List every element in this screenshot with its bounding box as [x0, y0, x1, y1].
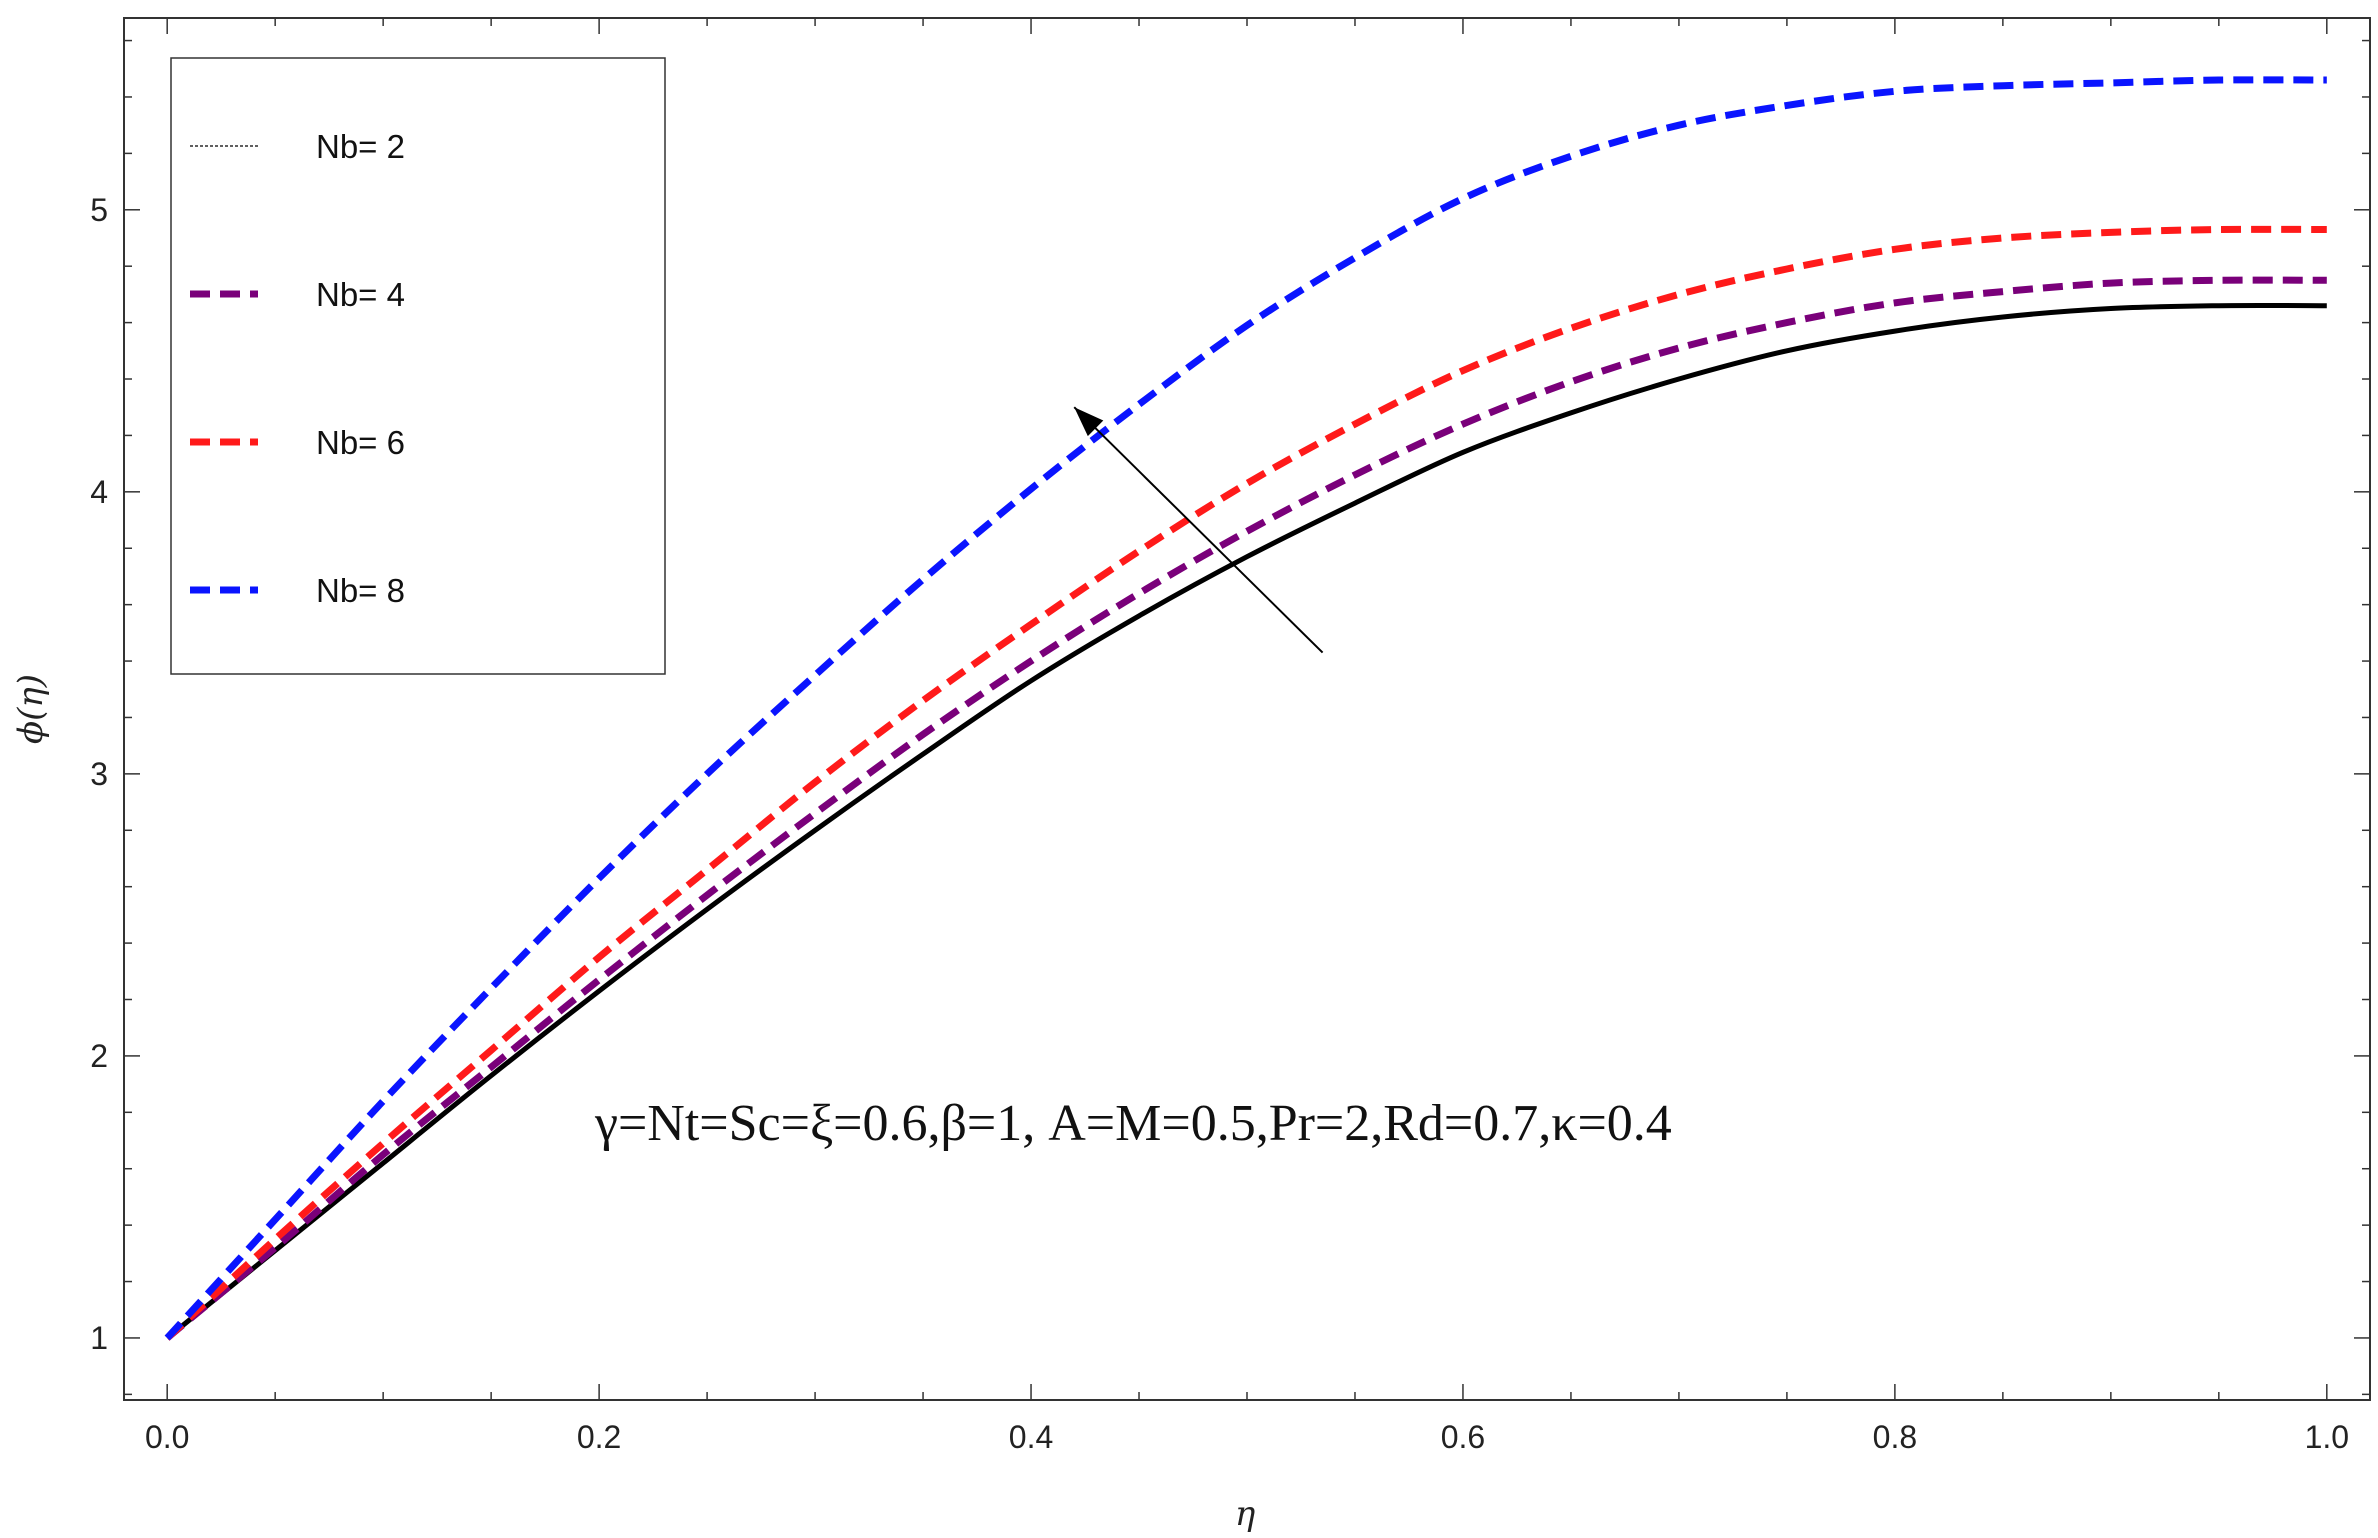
legend-box: [170, 57, 666, 675]
y-tick-label: 5: [90, 192, 108, 228]
x-tick-label: 0.4: [1009, 1419, 1053, 1455]
y-tick-label: 3: [90, 756, 108, 792]
arrow-head: [1074, 407, 1104, 437]
x-tick-label: 0.8: [1873, 1419, 1917, 1455]
legend-label-4: Nb= 8: [316, 572, 405, 609]
y-axis-label: ϕ(η): [11, 674, 51, 744]
series-line-3: [164, 225, 2327, 1341]
x-tick-label: 1.0: [2305, 1419, 2349, 1455]
parameter-annotation: γ=Nt=Sc=ξ=0.6,β=1, A=M=0.5,Pr=2,Rd=0.7,κ…: [594, 1095, 1672, 1152]
x-tick-label: 0.0: [145, 1419, 189, 1455]
legend-label-2: Nb= 4: [316, 276, 405, 313]
y-tick-label: 2: [90, 1038, 108, 1074]
series-line-1: [165, 302, 2327, 1340]
x-tick-label: 0.2: [577, 1419, 621, 1455]
legend: Nb= 2 Nb= 4 Nb= 6 Nb= 8: [170, 57, 666, 675]
legend-label-3: Nb= 6: [316, 424, 405, 461]
arrow-shaft: [1073, 406, 1324, 654]
series-line-4: [164, 76, 2327, 1341]
trend-arrow: [1073, 406, 1324, 654]
y-tick-label: 1: [90, 1320, 108, 1356]
x-tick-label: 0.6: [1441, 1419, 1485, 1455]
axis-ticks: 0.0 0.2 0.4 0.6 0.8 1.0 1 2 3 4 5: [90, 18, 2370, 1455]
legend-label-1: Nb= 2: [316, 128, 405, 165]
y-tick-label: 4: [90, 474, 108, 510]
x-axis-label: η: [1235, 1494, 1256, 1534]
series-lines: [164, 76, 2327, 1341]
